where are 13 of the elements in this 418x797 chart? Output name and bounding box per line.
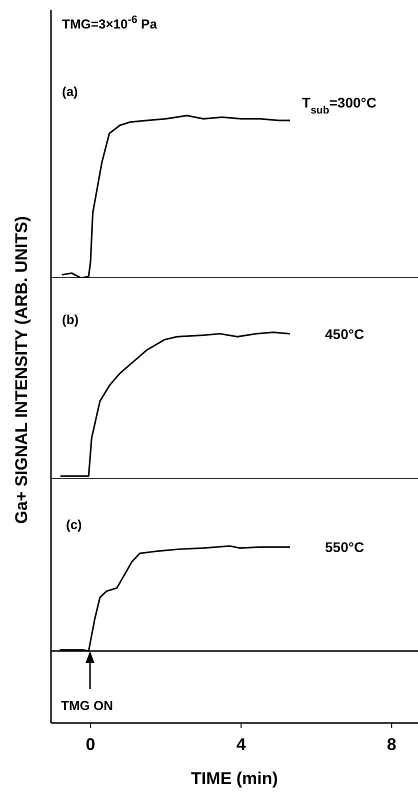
text: (b) bbox=[62, 312, 79, 327]
x-tick-label: 0 bbox=[86, 735, 96, 754]
series-label: T$_{sub}$=300°C bbox=[302, 94, 377, 116]
text: 550°C bbox=[325, 539, 364, 556]
text: (a) bbox=[62, 84, 78, 99]
y-axis-title: Ga+ SIGNAL INTENSITY (ARB. UNITS) bbox=[12, 216, 32, 524]
chart-title: TMG=3×10$^{-6}$ Pa bbox=[62, 14, 157, 32]
x-tick-label: 8 bbox=[386, 735, 396, 754]
text: (c) bbox=[66, 517, 82, 532]
text: 450°C bbox=[325, 326, 364, 342]
text: TMG ON bbox=[61, 698, 113, 713]
x-axis-title: TIME (min) bbox=[190, 769, 279, 789]
x-tick-label: 4 bbox=[236, 735, 246, 754]
